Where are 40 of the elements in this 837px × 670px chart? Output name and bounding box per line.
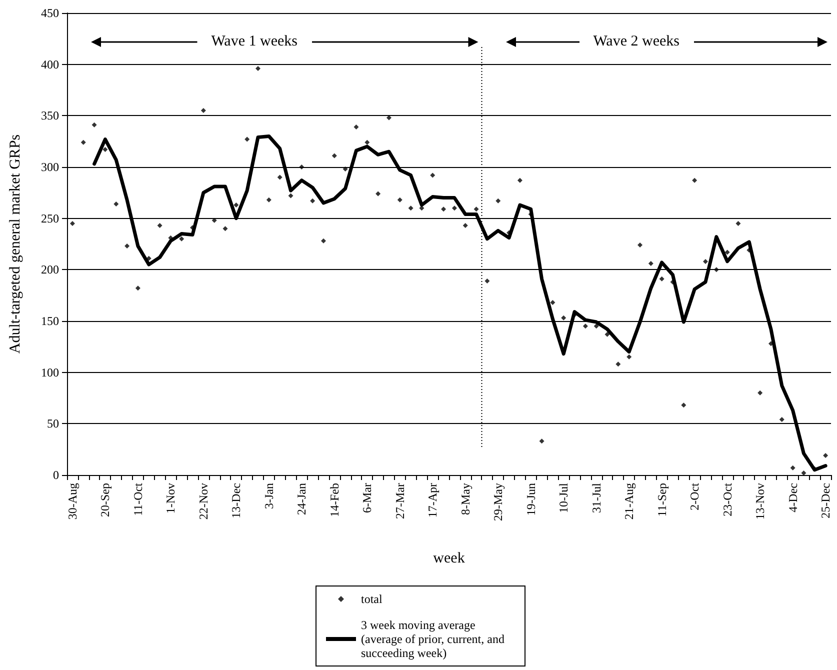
x-tick-label: 19-Jun [524,483,538,516]
y-tick-label: 400 [41,57,59,72]
x-tick-label: 14-Feb [327,483,342,517]
annotation: Wave 2 weeks [593,34,680,50]
x-tick-label: 25-Dec [818,483,833,518]
x-tick-label: 17-Apr [426,483,440,518]
x-tick-label: 13-Nov [753,483,768,520]
x-tick-label: 6-Mar [360,483,374,513]
x-tick-label: 10-Jul [556,482,571,513]
x-tick-label: 22-Nov [196,483,210,520]
x-tick-label: 20-Sep [98,483,112,517]
y-tick-label: 50 [47,416,59,431]
x-tick-label: 27-Mar [392,483,407,519]
x-tick-label: 1-Nov [164,483,178,514]
x-tick-label: 30-Aug [65,483,80,520]
x-tick-label: 2-Oct [688,482,702,510]
y-tick-label: 100 [41,365,59,380]
y-tick-label: 0 [53,468,59,482]
y-tick-label: 200 [41,262,59,277]
legend-label: total [361,592,383,606]
x-tick-label: 8-May [458,483,472,515]
x-tick-label: 4-Dec [786,483,800,512]
x-tick-label: 11-Oct [130,482,145,516]
y-tick-label: 150 [41,314,59,328]
x-axis-title: week [433,550,466,566]
y-tick-label: 350 [41,108,59,123]
x-tick-label: 29-May [491,483,506,521]
x-tick-label: 24-Jan [294,483,309,515]
x-tick-label: 31-Jul [589,482,604,513]
x-tick-label: 3-Jan [262,483,276,509]
y-tick-label: 300 [41,160,59,174]
x-tick-label: 23-Oct [720,482,734,516]
x-tick-label: 21-Aug [622,483,636,520]
x-tick-label: 11-Sep [654,483,669,517]
y-tick-label: 450 [41,6,59,20]
y-axis-title: Adult-targeted general market GRPs [8,134,24,354]
y-tick-label: 250 [41,211,59,226]
x-tick-label: 13-Dec [229,483,244,518]
annotation: Wave 1 weeks [211,34,298,50]
legend-label: 3 week moving average (average of prior, current, and succeeding week) [361,618,508,660]
